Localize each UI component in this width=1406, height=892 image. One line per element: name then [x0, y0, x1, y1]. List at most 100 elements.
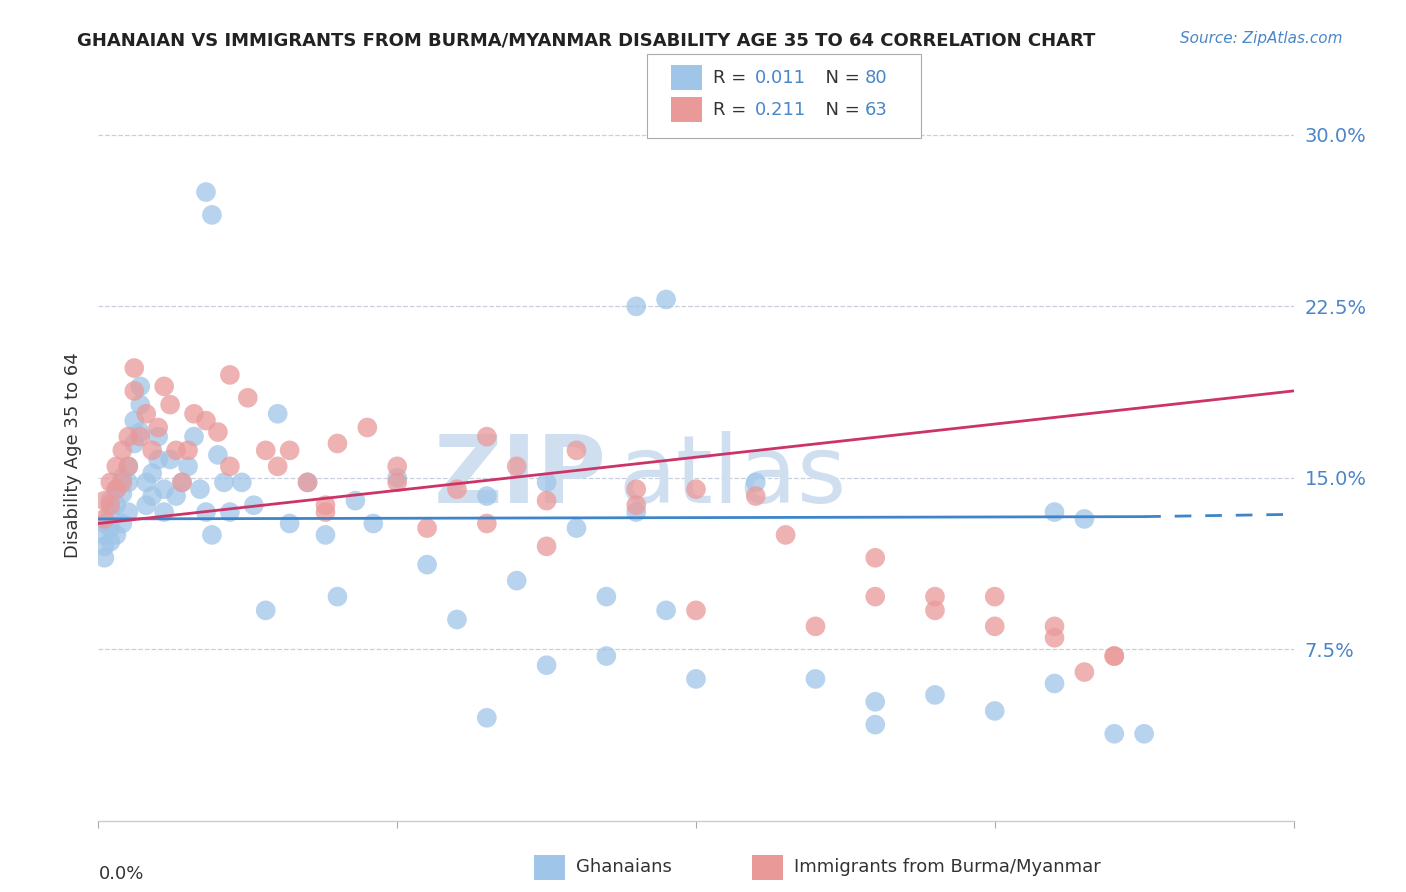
Point [385, 471, 409, 485]
Point [98, 505, 122, 519]
Point [565, 521, 588, 535]
Point [745, 475, 768, 490]
Point [1104, 649, 1126, 664]
Point [804, 672, 827, 686]
Point [93, 539, 115, 553]
Point [595, 649, 617, 664]
Point [446, 482, 468, 496]
Point [315, 498, 337, 512]
Point [363, 516, 385, 531]
Point [536, 493, 558, 508]
Point [315, 505, 337, 519]
Text: 0.011: 0.011 [755, 69, 806, 87]
Point [141, 489, 163, 503]
Point [111, 487, 134, 501]
Point [135, 498, 157, 512]
Point [865, 695, 887, 709]
Point [135, 475, 157, 490]
Point [183, 407, 205, 421]
Point [536, 539, 558, 553]
Point [446, 613, 468, 627]
Point [117, 459, 139, 474]
Point [1043, 505, 1066, 519]
Text: Immigrants from Burma/Myanmar: Immigrants from Burma/Myanmar [794, 858, 1101, 876]
Point [153, 482, 176, 496]
Point [278, 443, 301, 458]
Point [1133, 727, 1156, 741]
Text: R =: R = [713, 101, 752, 119]
Point [685, 672, 707, 686]
Point [207, 448, 229, 462]
Point [148, 452, 170, 467]
Point [865, 550, 887, 565]
Point [254, 603, 277, 617]
Point [655, 293, 678, 307]
Point [105, 482, 128, 496]
Point [153, 379, 176, 393]
Point [165, 489, 187, 503]
Point [685, 603, 707, 617]
Point [1043, 619, 1066, 633]
Point [129, 430, 152, 444]
Point [924, 603, 946, 617]
Point [117, 475, 139, 490]
Point [1073, 665, 1095, 679]
Point [183, 430, 205, 444]
Point [315, 528, 337, 542]
Point [135, 407, 157, 421]
Point [124, 361, 146, 376]
Point [111, 443, 134, 458]
Text: N =: N = [814, 69, 866, 87]
Point [159, 452, 181, 467]
Point [243, 498, 266, 512]
Point [626, 505, 648, 519]
Point [177, 459, 200, 474]
Point [195, 185, 218, 199]
Point [129, 425, 152, 439]
Point [201, 208, 224, 222]
Point [416, 558, 439, 572]
Text: 63: 63 [865, 101, 887, 119]
Point [141, 443, 163, 458]
Point [93, 512, 115, 526]
Point [231, 475, 253, 490]
Text: atlas: atlas [619, 431, 846, 523]
Point [475, 516, 498, 531]
Point [344, 493, 367, 508]
Text: R =: R = [713, 69, 752, 87]
Point [148, 430, 170, 444]
Text: 0.211: 0.211 [755, 101, 806, 119]
Text: N =: N = [814, 101, 866, 119]
Point [207, 425, 229, 439]
Point [98, 498, 122, 512]
Text: ZIP: ZIP [433, 431, 606, 523]
Point [506, 459, 529, 474]
Point [536, 475, 558, 490]
Point [416, 521, 439, 535]
Point [804, 619, 827, 633]
Text: 0.0%: 0.0% [98, 864, 143, 882]
Point [105, 482, 128, 496]
Point [267, 407, 290, 421]
Point [172, 475, 194, 490]
Point [326, 436, 349, 450]
Y-axis label: Disability Age 35 to 64: Disability Age 35 to 64 [63, 352, 82, 558]
Point [117, 430, 139, 444]
Point [195, 414, 218, 428]
Point [141, 467, 163, 481]
Point [159, 398, 181, 412]
Point [626, 299, 648, 313]
Text: GHANAIAN VS IMMIGRANTS FROM BURMA/MYANMAR DISABILITY AGE 35 TO 64 CORRELATION CH: GHANAIAN VS IMMIGRANTS FROM BURMA/MYANMA… [77, 31, 1095, 49]
Point [475, 430, 498, 444]
Point [626, 482, 648, 496]
Point [356, 420, 378, 434]
Point [105, 498, 128, 512]
Point [93, 516, 115, 531]
Point [124, 414, 146, 428]
Point [93, 550, 115, 565]
Point [1073, 512, 1095, 526]
Point [865, 717, 887, 731]
Point [865, 590, 887, 604]
Point [153, 505, 176, 519]
Point [93, 528, 115, 542]
